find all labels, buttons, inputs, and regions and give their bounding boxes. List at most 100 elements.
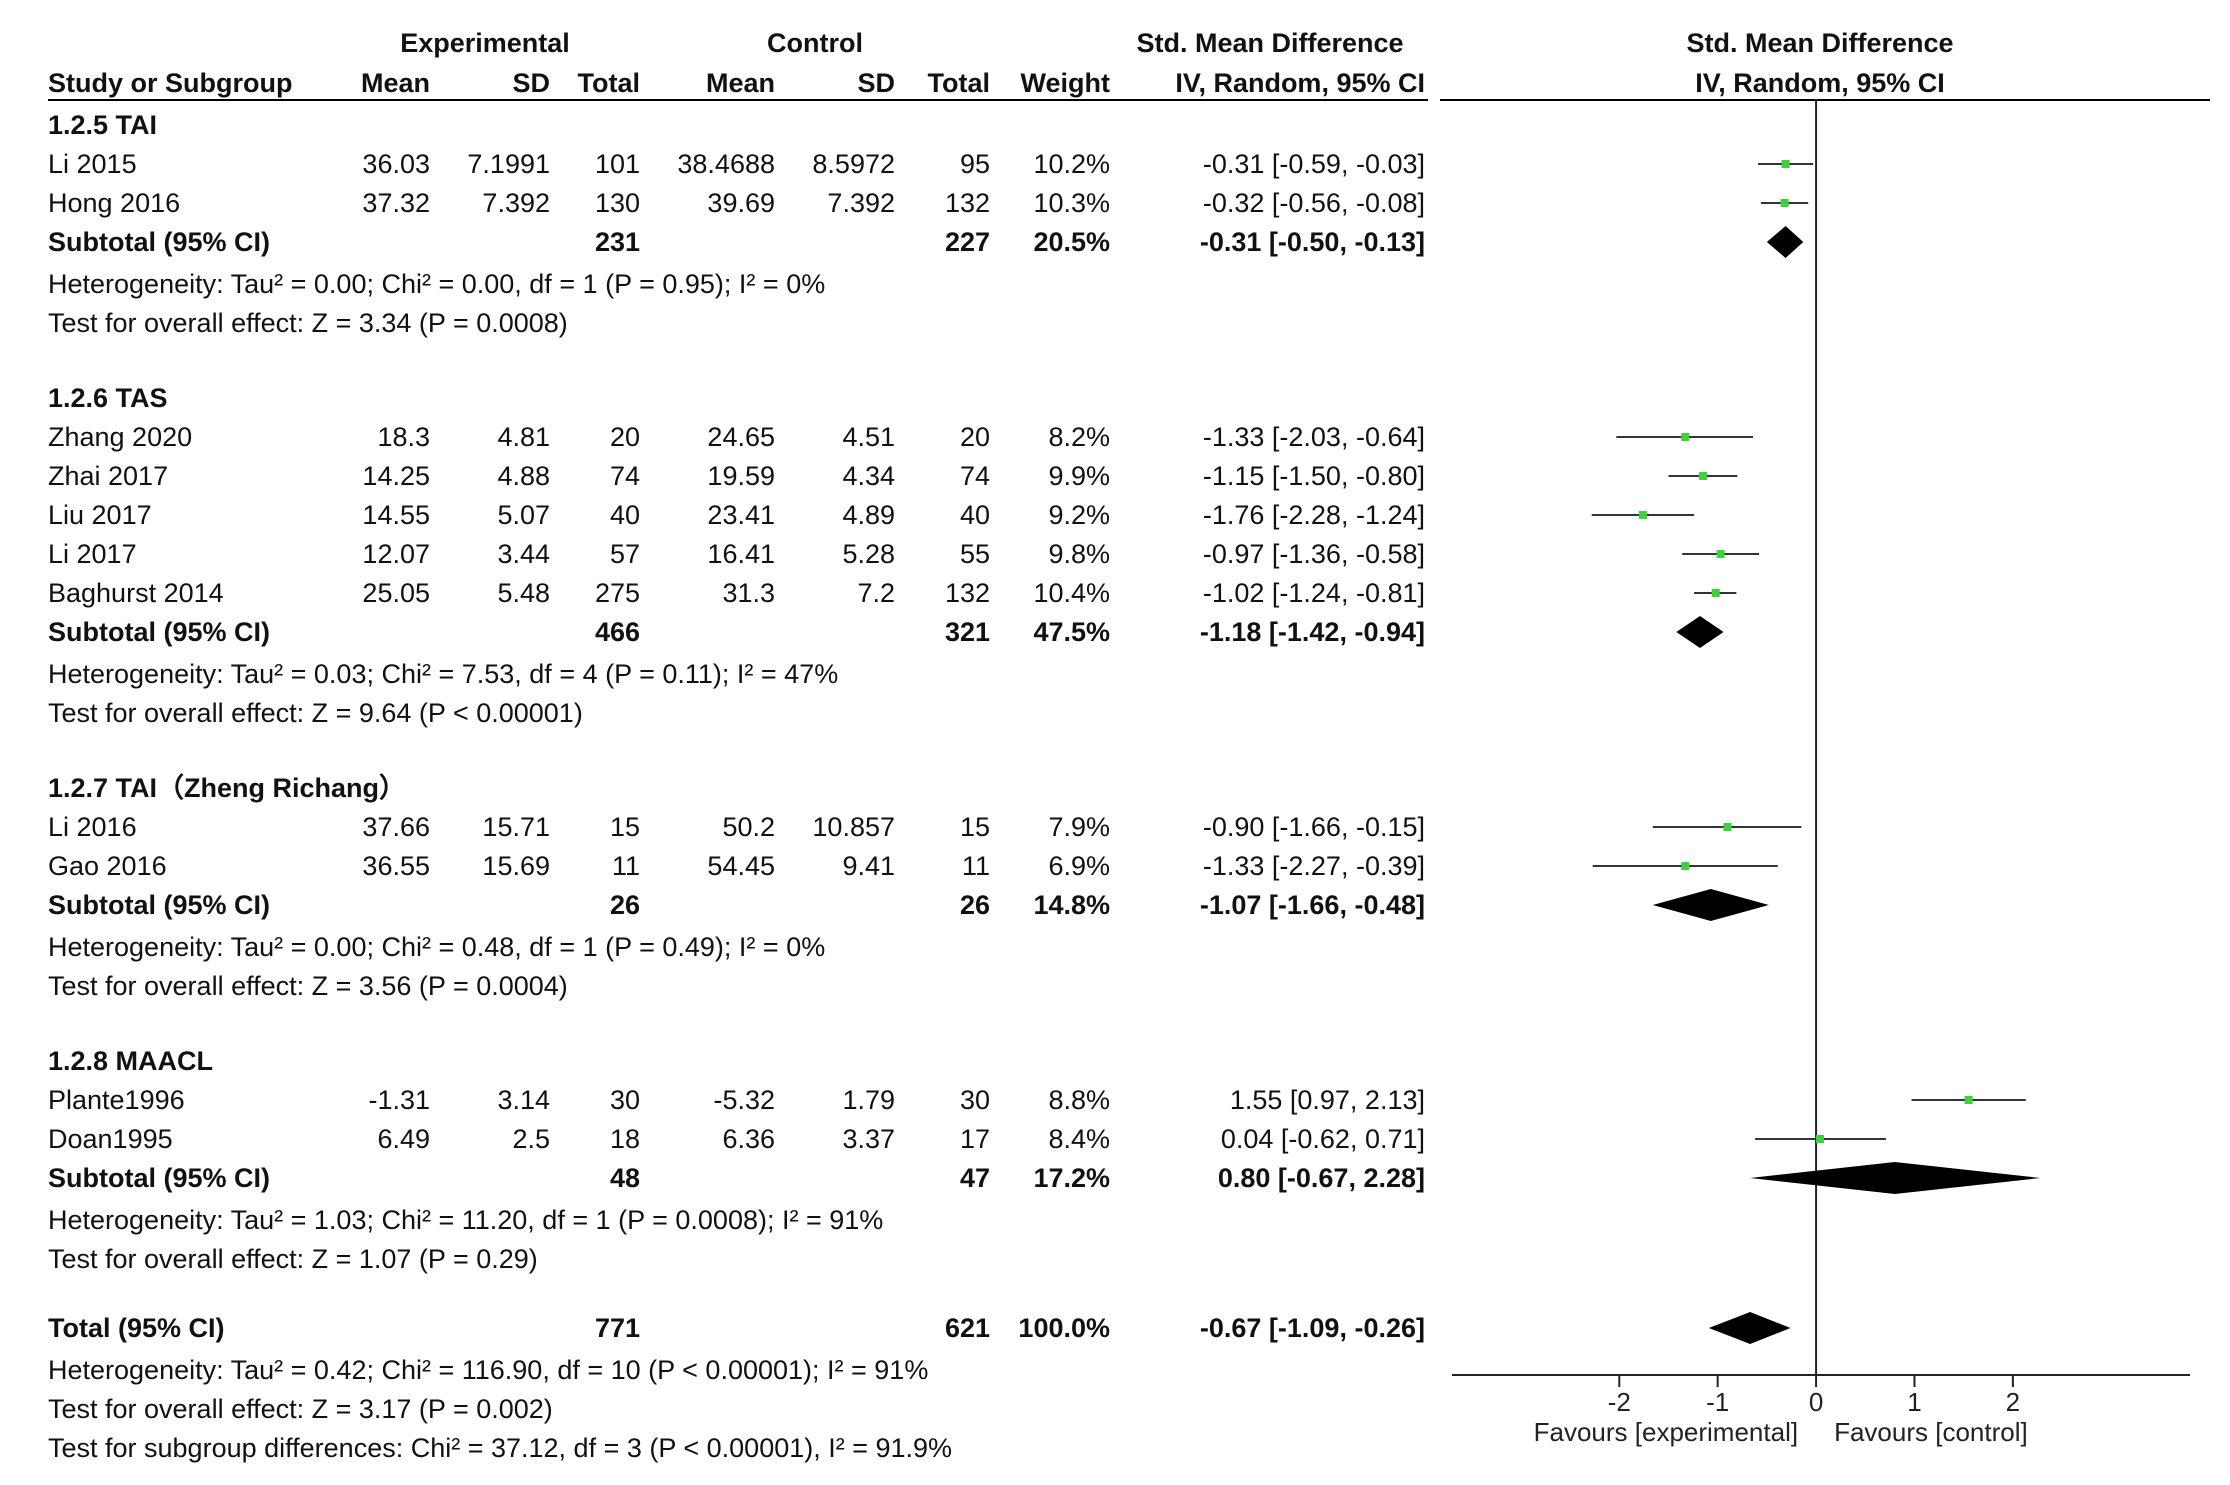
subtotal-weight: 17.2% xyxy=(1033,1163,1110,1193)
study-c-total: 74 xyxy=(959,461,990,491)
study-ci: -1.76 [-2.28, -1.24] xyxy=(1202,500,1425,530)
study-point-marker xyxy=(1681,862,1690,870)
study-weight: 10.4% xyxy=(1033,578,1110,608)
study-c-sd: 4.89 xyxy=(842,500,895,530)
study-e-mean: 36.03 xyxy=(362,149,430,179)
study-name: Li 2017 xyxy=(48,539,137,569)
study-c-sd: 4.34 xyxy=(842,461,895,491)
study-name: Baghurst 2014 xyxy=(48,578,224,608)
x-tick-label: 2 xyxy=(2006,1387,2020,1417)
study-ci: -1.33 [-2.03, -0.64] xyxy=(1202,422,1425,452)
study-ci: -0.32 [-0.56, -0.08] xyxy=(1202,188,1425,218)
study-c-total: 132 xyxy=(944,188,990,218)
x-tick-label: -1 xyxy=(1706,1387,1729,1417)
study-ci: -1.02 [-1.24, -0.81] xyxy=(1202,578,1425,608)
subtotal-diamond xyxy=(1676,616,1724,648)
study-c-sd: 9.41 xyxy=(842,851,895,881)
subtotal-ci: 0.80 [-0.67, 2.28] xyxy=(1217,1163,1425,1193)
x-tick-label: 1 xyxy=(1907,1387,1921,1417)
subtotal-e-total: 26 xyxy=(609,890,640,920)
header-c-total: Total xyxy=(927,68,991,98)
study-ci: -1.33 [-2.27, -0.39] xyxy=(1202,851,1425,881)
study-ci: 1.55 [0.97, 2.13] xyxy=(1229,1085,1425,1115)
study-name: Plante1996 xyxy=(48,1085,185,1115)
study-e-total: 275 xyxy=(594,578,640,608)
study-e-mean: 12.07 xyxy=(362,539,430,569)
study-point-marker xyxy=(1723,823,1732,831)
study-point-marker xyxy=(1964,1096,1973,1104)
study-name: Zhang 2020 xyxy=(48,422,193,452)
header-e-mean: Mean xyxy=(360,68,430,98)
study-weight: 7.9% xyxy=(1048,812,1110,842)
study-e-sd: 4.81 xyxy=(497,422,550,452)
overall-effect-text: Test for overall effect: Z = 1.07 (P = 0… xyxy=(48,1244,538,1274)
study-e-mean: 14.55 xyxy=(362,500,430,530)
subtotal-weight: 14.8% xyxy=(1033,890,1110,920)
x-tick-label: 0 xyxy=(1809,1387,1823,1417)
study-e-total: 40 xyxy=(609,500,640,530)
study-c-mean: 38.4688 xyxy=(677,149,775,179)
study-weight: 9.8% xyxy=(1048,539,1110,569)
subgroup-differences: Test for subgroup differences: Chi² = 37… xyxy=(48,1433,953,1463)
study-ci: -0.97 [-1.36, -0.58] xyxy=(1202,539,1425,569)
study-e-sd: 7.392 xyxy=(482,188,550,218)
subtotal-diamond xyxy=(1750,1162,2041,1194)
study-c-total: 95 xyxy=(959,149,990,179)
subtotal-e-total: 48 xyxy=(609,1163,640,1193)
study-e-total: 11 xyxy=(611,851,640,881)
subtotal-ci: -0.31 [-0.50, -0.13] xyxy=(1199,227,1425,257)
study-e-sd: 7.1991 xyxy=(467,149,550,179)
study-e-total: 57 xyxy=(609,539,640,569)
study-ci: -0.31 [-0.59, -0.03] xyxy=(1202,149,1425,179)
study-point-marker xyxy=(1681,433,1690,441)
study-ci: 0.04 [-0.62, 0.71] xyxy=(1220,1124,1425,1154)
study-point-marker xyxy=(1716,550,1725,558)
study-point-marker xyxy=(1780,199,1789,207)
subtotal-c-total: 227 xyxy=(944,227,990,257)
overall-effect-text: Test for overall effect: Z = 3.56 (P = 0… xyxy=(48,971,568,1001)
header-effect-title: Std. Mean Difference xyxy=(1136,28,1404,58)
subtotal-weight: 47.5% xyxy=(1033,617,1110,647)
overall-diamond xyxy=(1708,1312,1791,1344)
subtotal-c-total: 47 xyxy=(959,1163,990,1193)
study-e-mean: 6.49 xyxy=(377,1124,430,1154)
study-e-total: 18 xyxy=(609,1124,640,1154)
subtotal-label: Subtotal (95% CI) xyxy=(48,890,271,920)
total-label: Total (95% CI) xyxy=(48,1313,225,1343)
subtotal-label: Subtotal (95% CI) xyxy=(48,1163,271,1193)
header-c-sd: SD xyxy=(857,68,895,98)
study-name: Gao 2016 xyxy=(48,851,167,881)
study-c-total: 15 xyxy=(959,812,990,842)
study-name: Li 2015 xyxy=(48,149,137,179)
header-rule-plot xyxy=(1440,99,2210,101)
study-c-mean: 16.41 xyxy=(707,539,775,569)
study-e-sd: 5.48 xyxy=(497,578,550,608)
total-overall-effect: Test for overall effect: Z = 3.17 (P = 0… xyxy=(48,1394,553,1424)
total-ci: -0.67 [-1.09, -0.26] xyxy=(1199,1313,1425,1343)
study-weight: 9.9% xyxy=(1048,461,1110,491)
study-c-total: 55 xyxy=(959,539,990,569)
study-c-mean: -5.32 xyxy=(713,1085,775,1115)
total-heterogeneity: Heterogeneity: Tau² = 0.42; Chi² = 116.9… xyxy=(48,1355,929,1385)
study-name: Zhai 2017 xyxy=(48,461,169,491)
x-tick-label: -2 xyxy=(1608,1387,1631,1417)
subtotal-e-total: 466 xyxy=(594,617,640,647)
study-e-mean: 14.25 xyxy=(362,461,430,491)
study-c-sd: 7.2 xyxy=(857,578,895,608)
total-e-total: 771 xyxy=(594,1313,640,1343)
study-weight: 8.8% xyxy=(1048,1085,1110,1115)
header-rule-table xyxy=(48,99,1428,101)
study-c-sd: 10.857 xyxy=(812,812,895,842)
subgroup-title: 1.2.8 MAACL xyxy=(48,1046,214,1076)
heterogeneity-text: Heterogeneity: Tau² = 1.03; Chi² = 11.20… xyxy=(48,1205,884,1235)
study-e-mean: 36.55 xyxy=(362,851,430,881)
study-point-marker xyxy=(1781,160,1790,168)
subgroup-title: 1.2.7 TAI（Zheng Richang） xyxy=(48,773,407,803)
header-plot-subtitle: IV, Random, 95% CI xyxy=(1695,68,1945,98)
study-ci: -1.15 [-1.50, -0.80] xyxy=(1202,461,1425,491)
study-c-mean: 6.36 xyxy=(722,1124,775,1154)
header-weight: Weight xyxy=(1020,68,1111,98)
study-c-total: 20 xyxy=(959,422,990,452)
study-e-mean: 18.3 xyxy=(377,422,430,452)
